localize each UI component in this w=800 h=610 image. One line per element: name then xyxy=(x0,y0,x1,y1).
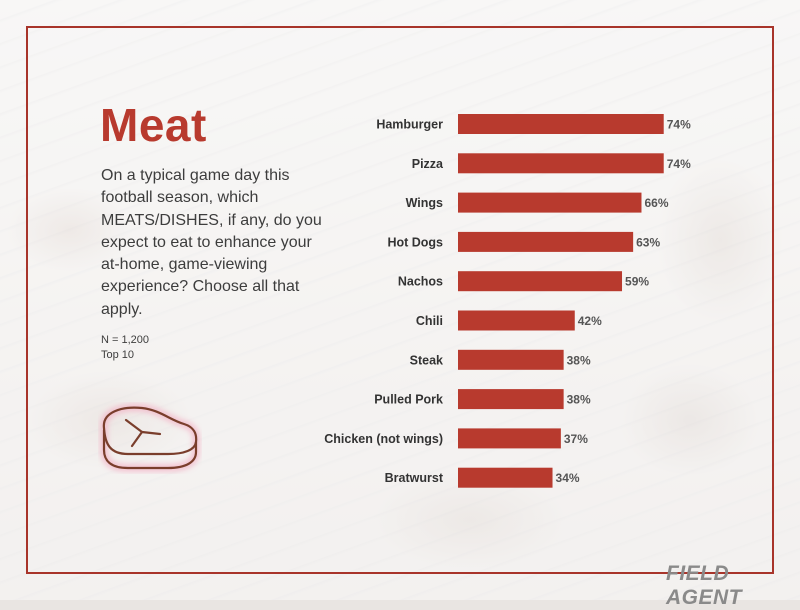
data-label: 74% xyxy=(667,157,691,171)
data-label: 74% xyxy=(667,118,691,132)
data-label: 34% xyxy=(556,471,580,485)
bar xyxy=(458,231,634,252)
bar xyxy=(458,349,564,370)
data-label: 63% xyxy=(636,235,660,249)
bar xyxy=(458,271,623,292)
bar xyxy=(458,310,575,331)
data-label: 38% xyxy=(567,393,591,407)
data-label: 42% xyxy=(578,314,602,328)
data-label: 59% xyxy=(625,275,649,289)
sample-size-note: N = 1,200 xyxy=(101,334,150,346)
data-label: 38% xyxy=(567,353,591,367)
field-agent-logo: FIELD AGENT xyxy=(666,562,742,609)
data-label: 37% xyxy=(564,432,588,446)
bar xyxy=(458,389,564,410)
category-label: Wings xyxy=(406,196,443,210)
bar xyxy=(458,153,664,174)
category-label: Hamburger xyxy=(376,118,443,132)
category-label: Chicken (not wings) xyxy=(324,432,443,446)
survey-question: On a typical game day this football seas… xyxy=(101,167,322,318)
top-n-note: Top 10 xyxy=(101,349,135,361)
category-label: Pulled Pork xyxy=(374,393,443,407)
category-label: Chili xyxy=(416,314,443,328)
category-label: Pizza xyxy=(412,157,444,171)
page-title: Meat xyxy=(100,99,207,151)
bar xyxy=(458,192,642,213)
bar xyxy=(458,467,553,488)
bar xyxy=(458,428,561,449)
category-label: Steak xyxy=(410,353,443,367)
category-label: Hot Dogs xyxy=(387,235,443,249)
bar xyxy=(458,114,664,134)
category-label: Nachos xyxy=(398,275,443,289)
steak-icon xyxy=(100,404,200,472)
category-label: Bratwurst xyxy=(385,471,444,485)
data-label: 66% xyxy=(644,196,668,210)
slide-frame xyxy=(26,26,774,574)
